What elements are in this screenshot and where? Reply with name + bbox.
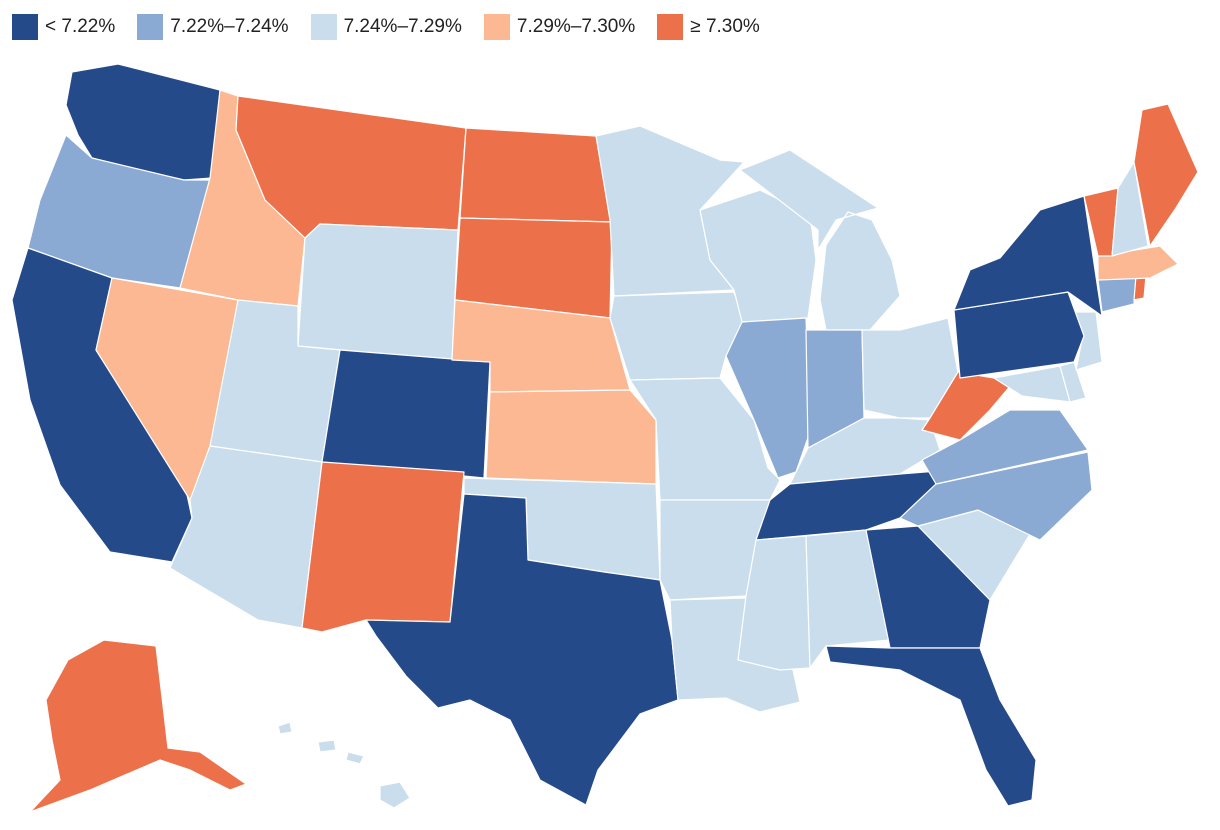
- state-kansas[interactable]: [485, 389, 657, 485]
- legend-swatch: [310, 14, 337, 40]
- legend-swatch: [657, 14, 684, 40]
- legend-item-7-22-7-24: 7.22%–7.24%: [137, 14, 289, 40]
- legend-label: 7.24%–7.29%: [343, 16, 462, 37]
- state-hawaii[interactable]: [277, 721, 411, 809]
- state-new-hampshire[interactable]: [1111, 161, 1149, 257]
- legend-swatch: [137, 14, 164, 40]
- state-maine[interactable]: [1133, 103, 1199, 247]
- legend-label: ≥ 7.30%: [690, 16, 760, 37]
- state-connecticut[interactable]: [1097, 275, 1137, 313]
- state-wyoming[interactable]: [297, 223, 459, 361]
- state-florida[interactable]: [825, 645, 1037, 807]
- legend-item-7-24-7-29: 7.24%–7.29%: [310, 14, 462, 40]
- legend-item-gte-7-30: ≥ 7.30%: [657, 14, 760, 40]
- legend-item-lt-7-22: < 7.22%: [12, 14, 115, 40]
- map-legend: < 7.22% 7.22%–7.24% 7.24%–7.29% 7.29%–7.…: [12, 14, 760, 40]
- legend-item-7-29-7-30: 7.29%–7.30%: [483, 14, 636, 40]
- legend-label: 7.22%–7.24%: [170, 16, 289, 37]
- state-texas[interactable]: [365, 493, 679, 806]
- state-new-mexico[interactable]: [301, 461, 465, 633]
- legend-swatch: [483, 14, 510, 40]
- state-missouri[interactable]: [629, 377, 781, 501]
- state-delaware[interactable]: [1059, 361, 1087, 403]
- legend-swatch: [12, 14, 38, 40]
- legend-label: 7.29%–7.30%: [516, 16, 636, 37]
- state-colorado[interactable]: [321, 349, 491, 479]
- legend-label: < 7.22%: [45, 16, 116, 37]
- state-georgia[interactable]: [865, 525, 991, 649]
- state-north-dakota[interactable]: [459, 127, 613, 223]
- state-alabama[interactable]: [805, 529, 891, 669]
- state-alaska[interactable]: [29, 639, 247, 813]
- state-rhode-island[interactable]: [1133, 275, 1147, 301]
- state-new-york[interactable]: [953, 195, 1103, 317]
- state-iowa[interactable]: [609, 291, 747, 381]
